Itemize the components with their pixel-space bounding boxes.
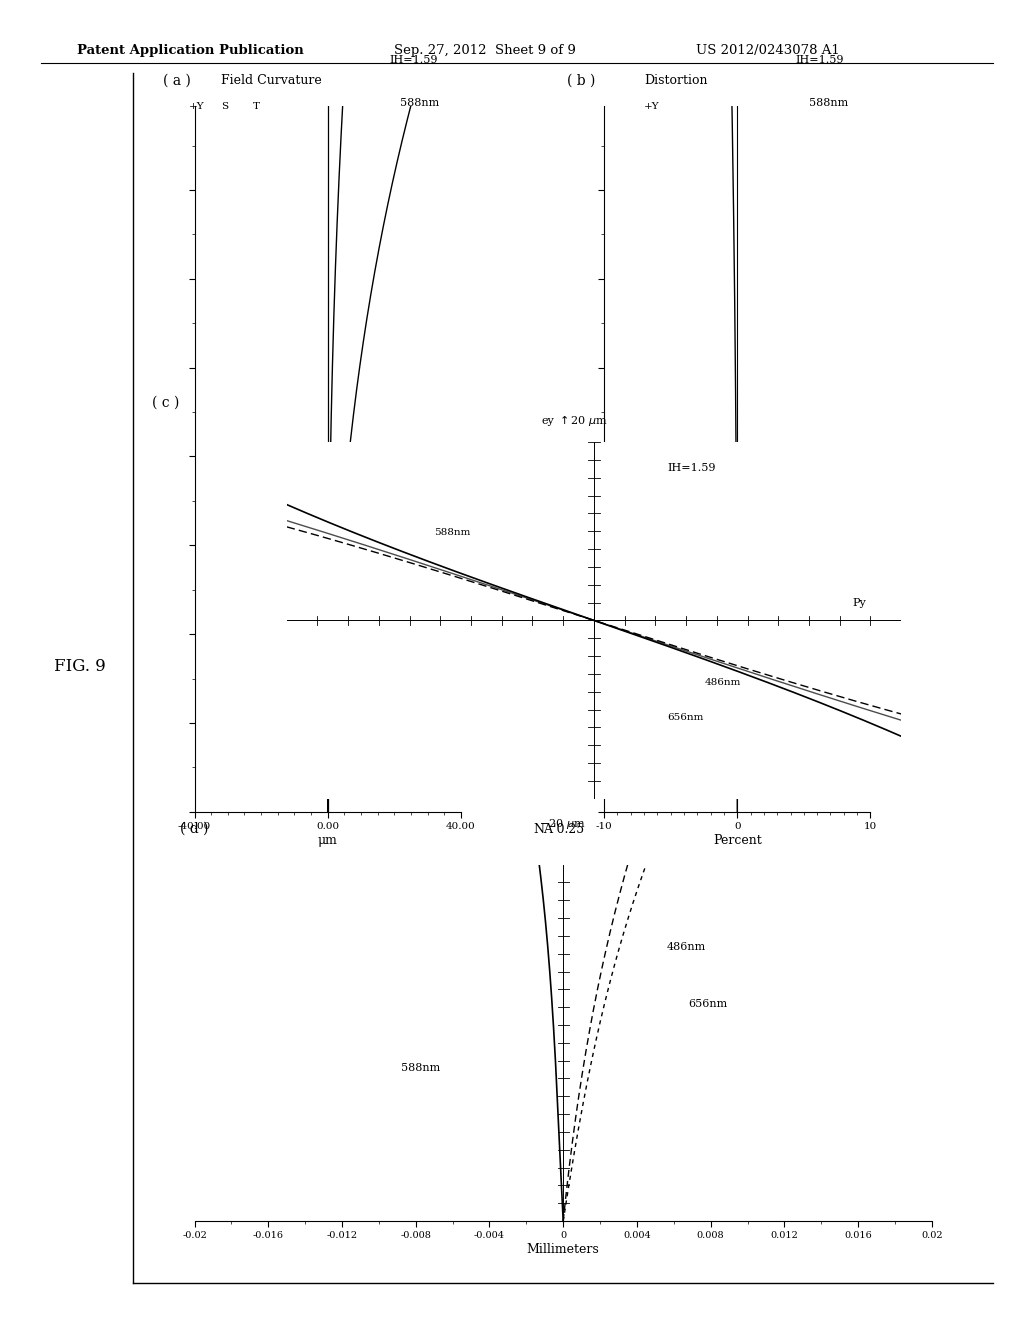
Text: IH=1.59: IH=1.59	[796, 55, 845, 65]
Text: Sep. 27, 2012  Sheet 9 of 9: Sep. 27, 2012 Sheet 9 of 9	[394, 44, 577, 57]
Text: IH=1.59: IH=1.59	[668, 463, 716, 473]
Text: 588nm: 588nm	[809, 98, 849, 108]
Text: 656nm: 656nm	[668, 713, 705, 722]
Text: US 2012/0243078 A1: US 2012/0243078 A1	[696, 44, 840, 57]
Text: 656nm: 656nm	[688, 999, 728, 1010]
Text: ( b ): ( b )	[567, 74, 595, 87]
Text: Patent Application Publication: Patent Application Publication	[77, 44, 303, 57]
Text: 588nm: 588nm	[401, 1064, 440, 1073]
X-axis label: Percent: Percent	[713, 834, 762, 847]
Text: 588nm: 588nm	[399, 98, 439, 108]
Text: $-$20 $\mu$m: $-$20 $\mu$m	[539, 817, 585, 832]
Text: +Y: +Y	[189, 102, 205, 111]
Text: Py: Py	[852, 598, 865, 609]
Text: ( d ): ( d )	[180, 821, 208, 836]
Text: S: S	[221, 102, 228, 111]
Text: 486nm: 486nm	[667, 942, 706, 952]
Text: +Y: +Y	[644, 102, 659, 111]
Text: ey: ey	[542, 416, 554, 426]
X-axis label: μm: μm	[317, 834, 338, 847]
Text: Distortion: Distortion	[644, 74, 708, 87]
Text: ( a ): ( a )	[163, 74, 190, 87]
Text: $\uparrow$20 $\mu$m: $\uparrow$20 $\mu$m	[557, 413, 608, 429]
Text: 588nm: 588nm	[434, 528, 471, 537]
Text: IH=1.59: IH=1.59	[389, 55, 437, 65]
Text: 486nm: 486nm	[705, 677, 741, 686]
Text: NA'0.25: NA'0.25	[534, 822, 585, 836]
Text: Field Curvature: Field Curvature	[221, 74, 322, 87]
X-axis label: Millimeters: Millimeters	[526, 1243, 600, 1257]
Text: FIG. 9: FIG. 9	[54, 659, 106, 675]
Text: T: T	[253, 102, 260, 111]
Text: ( c ): ( c )	[152, 396, 179, 409]
